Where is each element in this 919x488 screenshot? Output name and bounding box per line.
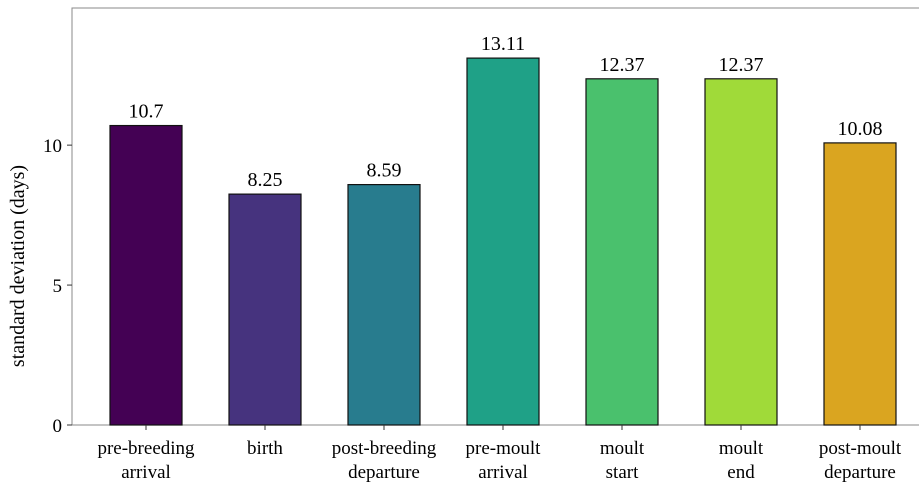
x-tick-line: birth [247, 438, 283, 459]
data-label: 12.37 [600, 54, 645, 76]
x-tick-label: pre-breeding arrival [97, 438, 195, 483]
x-tick-line: departure [824, 462, 896, 483]
x-tick-label: post-moult departure [819, 438, 902, 483]
x-tick-line: pre-breeding [97, 438, 195, 459]
bar [823, 142, 897, 426]
bar [704, 78, 778, 426]
x-tick-label: moult end [719, 438, 764, 483]
x-tick-line: moult [719, 438, 764, 459]
x-tick-line: departure [348, 462, 420, 483]
x-tick-line: pre-moult [466, 438, 542, 459]
bar [585, 78, 659, 426]
x-tick-label: post-breeding departure [332, 438, 437, 483]
bar [109, 124, 183, 426]
x-tick-line: moult [600, 438, 645, 459]
y-tick-label: 10 [43, 136, 62, 157]
bar [466, 57, 540, 426]
x-tick-line: arrival [478, 462, 528, 483]
data-label: 10.08 [838, 118, 883, 140]
data-label: 12.37 [719, 54, 764, 76]
x-tick-line: end [727, 462, 755, 483]
x-tick-label: birth [247, 438, 283, 459]
x-tick-line: post-breeding [332, 438, 437, 459]
x-tick-line: arrival [121, 462, 171, 483]
bar [228, 193, 302, 426]
y-tick-label: 0 [53, 416, 63, 437]
data-label: 8.59 [367, 160, 402, 182]
bar [347, 183, 421, 426]
x-tick-line: start [606, 462, 639, 483]
x-tick-label: moult start [600, 438, 645, 483]
x-tick-line: post-moult [819, 438, 902, 459]
y-axis-label: standard deviation (days) [7, 165, 29, 367]
y-tick-label: 5 [53, 276, 63, 297]
data-label: 10.7 [129, 101, 164, 123]
data-label: 8.25 [248, 169, 283, 191]
data-label: 13.11 [481, 33, 525, 55]
x-tick-label: pre-moult arrival [466, 438, 542, 483]
